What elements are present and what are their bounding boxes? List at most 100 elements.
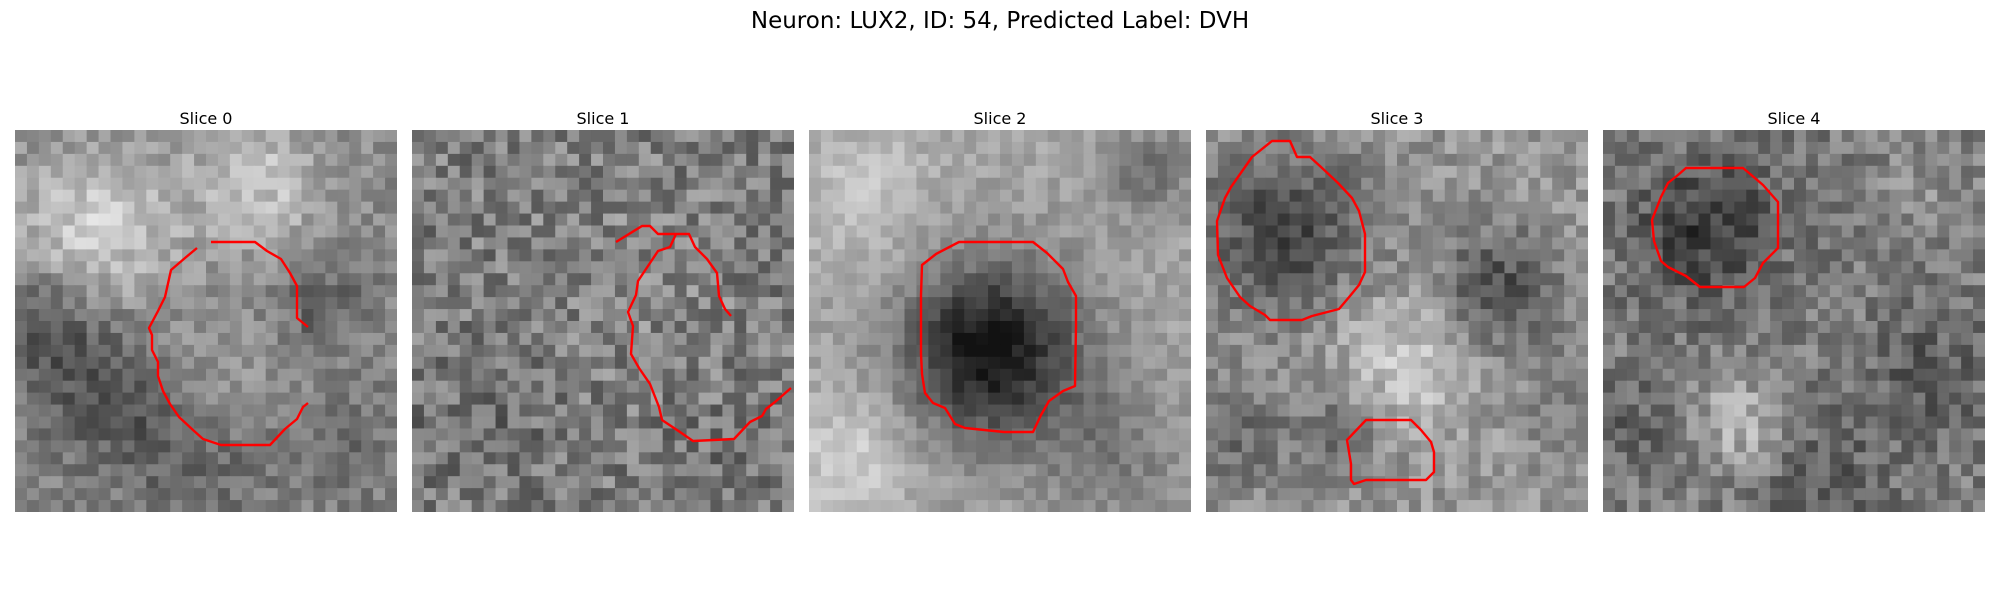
image-pixel <box>217 165 231 179</box>
image-pixel <box>337 177 350 191</box>
image-pixel <box>1289 440 1303 453</box>
image-pixel <box>626 177 640 191</box>
image-pixel <box>1011 500 1025 512</box>
image-pixel <box>1373 177 1386 191</box>
image-pixel <box>86 344 100 358</box>
image-pixel <box>146 189 159 203</box>
image-pixel <box>412 404 425 418</box>
image-pixel <box>1277 416 1291 430</box>
image-pixel <box>1782 285 1795 298</box>
image-pixel <box>746 500 759 512</box>
image-pixel <box>809 440 822 453</box>
image-pixel <box>1603 189 1616 203</box>
image-pixel <box>1313 213 1326 227</box>
image-pixel <box>1289 368 1303 382</box>
image-pixel <box>1674 213 1688 227</box>
image-pixel <box>531 452 544 465</box>
image-pixel <box>1901 416 1914 430</box>
image-pixel <box>277 249 291 262</box>
image-pixel <box>940 392 953 406</box>
image-pixel <box>1504 380 1517 394</box>
image-pixel <box>483 368 497 382</box>
image-pixel <box>483 273 497 286</box>
image-pixel <box>880 309 894 322</box>
image-pixel <box>1035 392 1049 406</box>
image-pixel <box>1901 141 1914 155</box>
image-pixel <box>1035 368 1049 382</box>
image-pixel <box>531 488 544 501</box>
image-pixel <box>1349 130 1362 143</box>
image-pixel <box>1373 428 1386 441</box>
image-pixel <box>385 189 397 203</box>
image-pixel <box>1782 165 1795 179</box>
image-pixel <box>38 213 52 227</box>
image-pixel <box>1468 404 1482 418</box>
image-pixel <box>361 356 374 370</box>
image-pixel <box>361 464 374 477</box>
image-pixel <box>217 285 231 298</box>
image-pixel <box>1289 297 1303 310</box>
image-pixel <box>976 356 989 370</box>
image-pixel <box>1071 344 1085 358</box>
image-pixel <box>976 380 989 394</box>
image-pixel <box>1794 225 1807 239</box>
image-pixel <box>483 344 497 358</box>
image-pixel <box>1901 261 1914 274</box>
image-pixel <box>674 297 688 310</box>
image-pixel <box>674 356 688 370</box>
image-pixel <box>1853 321 1867 334</box>
image-pixel <box>1167 356 1180 370</box>
image-pixel <box>1480 332 1494 346</box>
image-pixel <box>1253 141 1267 155</box>
image-pixel <box>1179 177 1191 191</box>
image-pixel <box>1011 130 1025 143</box>
image-pixel <box>241 213 255 227</box>
image-pixel <box>964 309 977 322</box>
image-pixel <box>134 189 147 203</box>
image-pixel <box>471 201 485 215</box>
image-pixel <box>26 165 40 179</box>
image-pixel <box>1841 153 1855 167</box>
image-pixel <box>1817 237 1831 250</box>
image-pixel <box>50 488 64 501</box>
image-pixel <box>832 416 846 430</box>
image-pixel <box>313 368 326 382</box>
image-pixel <box>1674 249 1688 262</box>
image-pixel <box>1059 356 1073 370</box>
image-pixel <box>603 356 616 370</box>
image-pixel <box>1853 237 1867 250</box>
image-pixel <box>603 285 616 298</box>
image-pixel <box>1961 416 1974 430</box>
image-pixel <box>1794 249 1807 262</box>
image-pixel <box>1829 165 1843 179</box>
image-pixel <box>1961 297 1974 310</box>
image-pixel <box>1047 488 1061 501</box>
image-pixel <box>158 356 171 370</box>
image-pixel <box>86 476 100 489</box>
image-pixel <box>1265 404 1279 418</box>
image-pixel <box>1492 225 1506 239</box>
image-pixel <box>638 356 652 370</box>
image-pixel <box>1468 273 1482 286</box>
image-pixel <box>1817 273 1831 286</box>
image-pixel <box>1564 165 1577 179</box>
image-pixel <box>638 416 652 430</box>
image-pixel <box>241 249 255 262</box>
image-pixel <box>782 321 794 334</box>
image-pixel <box>1047 189 1061 203</box>
image-pixel <box>15 392 28 406</box>
image-pixel <box>435 356 449 370</box>
image-pixel <box>277 344 291 358</box>
image-pixel <box>1313 225 1326 239</box>
image-pixel <box>531 165 544 179</box>
image-pixel <box>1408 225 1422 239</box>
image-pixel <box>74 380 88 394</box>
image-pixel <box>1408 177 1422 191</box>
image-pixel <box>809 297 822 310</box>
image-pixel <box>313 380 326 394</box>
image-pixel <box>809 213 822 227</box>
image-pixel <box>26 249 40 262</box>
image-pixel <box>1686 452 1700 465</box>
image-pixel <box>361 428 374 441</box>
image-pixel <box>62 141 76 155</box>
